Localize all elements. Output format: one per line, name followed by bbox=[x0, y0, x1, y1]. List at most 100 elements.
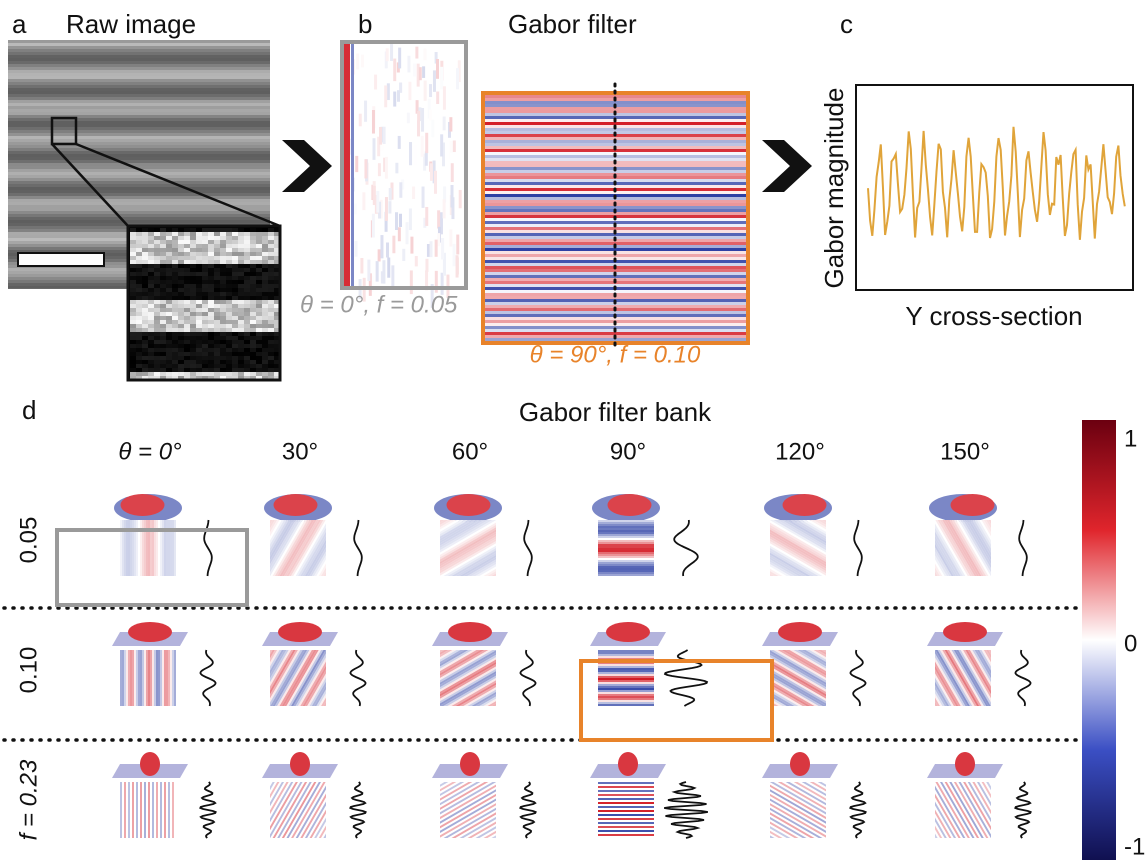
tile-stripe bbox=[946, 782, 991, 838]
tile-stripe bbox=[568, 864, 684, 866]
tile-stripe bbox=[440, 652, 496, 706]
tile-stripe bbox=[770, 787, 826, 838]
inset-pixel bbox=[202, 296, 208, 300]
inset-pixel bbox=[226, 256, 232, 260]
tile-stripe bbox=[156, 650, 158, 706]
filter-back-noise bbox=[455, 131, 459, 144]
raw-stripe bbox=[8, 139, 270, 142]
inset-pixel bbox=[256, 360, 262, 364]
inset-pixel bbox=[256, 364, 262, 368]
inset-pixel bbox=[238, 376, 244, 380]
raw-stripe bbox=[8, 154, 270, 157]
tile-stripe bbox=[568, 780, 684, 782]
surface-peak bbox=[607, 494, 652, 516]
filter-back-noise bbox=[393, 58, 397, 82]
inset-pixel bbox=[244, 292, 250, 296]
inset-pixel bbox=[160, 344, 166, 348]
inset-pixel bbox=[256, 268, 262, 272]
tile-stripe bbox=[152, 650, 154, 706]
filter-front-stripe bbox=[485, 332, 746, 335]
filter-back-noise bbox=[360, 258, 364, 274]
tile-stripe bbox=[568, 594, 684, 596]
inset-pixel bbox=[208, 304, 214, 308]
inset-pixel bbox=[208, 364, 214, 368]
tile-stripe bbox=[281, 782, 326, 838]
tile-stripe bbox=[598, 808, 654, 810]
tile-stripe bbox=[168, 520, 170, 576]
tile-stripe bbox=[598, 554, 654, 556]
inset-pixel bbox=[238, 360, 244, 364]
inset-pixel bbox=[256, 336, 262, 340]
filter-back-noise bbox=[456, 234, 460, 255]
inset-pixel bbox=[220, 368, 226, 372]
inset-pixel bbox=[262, 324, 268, 328]
filter-tile bbox=[935, 520, 991, 576]
inset-pixel bbox=[172, 328, 178, 332]
inset-pixel bbox=[238, 276, 244, 280]
tile-stripe bbox=[770, 782, 826, 838]
inset-pixel bbox=[226, 248, 232, 252]
tile-stripe bbox=[598, 560, 654, 562]
inset-pixel bbox=[238, 336, 244, 340]
inset-pixel bbox=[154, 276, 160, 280]
inset-pixel bbox=[184, 360, 190, 364]
surface-peak bbox=[273, 494, 318, 516]
tile-stripe bbox=[440, 520, 496, 569]
raw-stripe bbox=[8, 127, 270, 130]
tile-stripes bbox=[770, 520, 826, 576]
inset-pixel bbox=[256, 308, 262, 312]
raw-stripe bbox=[8, 43, 270, 46]
tile-stripes bbox=[120, 520, 176, 576]
tile-stripe bbox=[770, 527, 826, 576]
inset-pixel bbox=[136, 236, 142, 240]
inset-pixel bbox=[274, 276, 280, 280]
inset-pixel bbox=[136, 328, 142, 332]
tile-stripe bbox=[94, 620, 96, 736]
tile-stripe bbox=[598, 654, 654, 656]
raw-stripe bbox=[8, 130, 270, 133]
tile-stripe bbox=[935, 650, 987, 706]
inset-pixel bbox=[220, 300, 226, 304]
tile-stripe bbox=[270, 520, 319, 576]
inset-pixel bbox=[190, 368, 196, 372]
inset-pixel bbox=[220, 288, 226, 292]
inset-pixel bbox=[202, 312, 208, 316]
inset-pixel bbox=[232, 352, 238, 356]
filter-back-noise bbox=[439, 212, 443, 235]
inset-pixel bbox=[208, 360, 214, 364]
tile-stripe bbox=[568, 716, 684, 718]
raw-stripe bbox=[8, 58, 270, 61]
filter-tile bbox=[120, 782, 176, 838]
inset-pixel bbox=[262, 244, 268, 248]
inset-pixel bbox=[190, 340, 196, 344]
tile-stripe bbox=[440, 650, 496, 697]
inset-pixel bbox=[220, 324, 226, 328]
inset-pixel bbox=[190, 316, 196, 320]
tile-stripe bbox=[958, 520, 991, 576]
inset-pixel bbox=[154, 256, 160, 260]
inset-pixel bbox=[178, 272, 184, 276]
inset-pixel bbox=[250, 328, 256, 332]
inset-pixel bbox=[262, 272, 268, 276]
tile-stripe bbox=[122, 782, 124, 838]
tile-stripe bbox=[128, 650, 130, 706]
inset-pixel bbox=[202, 376, 208, 380]
inset-pixel bbox=[256, 328, 262, 332]
tile-stripe bbox=[935, 787, 944, 838]
filter-back-noise bbox=[434, 270, 438, 293]
tile-stripe bbox=[770, 794, 826, 838]
inset-pixel bbox=[196, 264, 202, 268]
tile-stripe bbox=[770, 650, 826, 692]
inset-pixel bbox=[244, 332, 250, 336]
tile-stripe bbox=[598, 542, 654, 544]
tile-stripe bbox=[270, 650, 324, 706]
inset-pixel bbox=[268, 328, 274, 332]
inset-pixel bbox=[136, 296, 142, 300]
tile-stripe bbox=[196, 620, 198, 736]
tile-stripe bbox=[164, 650, 166, 706]
inset-pixel bbox=[202, 328, 208, 332]
tile-stripe bbox=[568, 718, 684, 720]
tile-stripe bbox=[270, 520, 303, 576]
inset-pixel bbox=[142, 320, 148, 324]
axis-label: Gabor magnitude bbox=[819, 88, 849, 289]
